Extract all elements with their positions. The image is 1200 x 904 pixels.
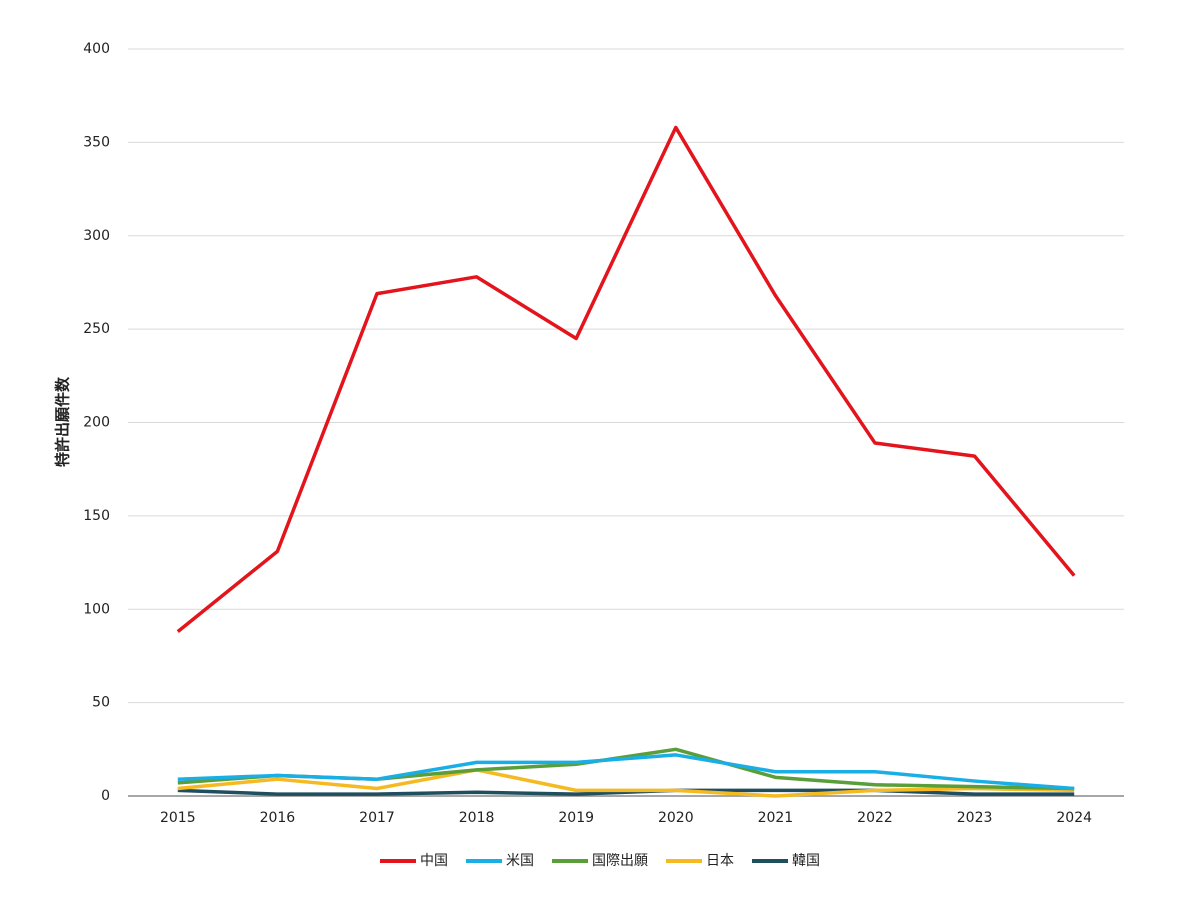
data-line <box>176 125 1076 634</box>
x-tick-label: 2015 <box>160 810 196 826</box>
data-line <box>177 753 1075 791</box>
legend-label: 国際出願 <box>592 853 648 869</box>
legend-label: 中国 <box>420 853 448 869</box>
y-tick-label: 150 <box>83 508 110 524</box>
data-line <box>177 788 1075 796</box>
x-tick-label: 2023 <box>957 810 993 826</box>
y-tick-label: 200 <box>83 415 110 431</box>
x-tick-label: 2016 <box>260 810 296 826</box>
x-tick-label: 2017 <box>359 810 395 826</box>
data-line <box>177 768 1075 798</box>
legend-label: 米国 <box>506 853 534 869</box>
y-tick-label: 400 <box>83 41 110 57</box>
y-tick-label: 50 <box>92 695 110 711</box>
x-tick-label: 2021 <box>758 810 794 826</box>
y-tick-label: 350 <box>83 134 110 150</box>
x-tick-label: 2024 <box>1056 810 1092 826</box>
x-tick-label: 2019 <box>558 810 594 826</box>
y-axis-label: 特許出願件数 <box>54 376 72 467</box>
x-tick-label: 2022 <box>857 810 893 826</box>
x-tick-label: 2018 <box>459 810 495 826</box>
y-tick-label: 100 <box>83 601 110 617</box>
y-tick-label: 250 <box>83 321 110 337</box>
x-tick-label: 2020 <box>658 810 694 826</box>
y-tick-label: 300 <box>83 228 110 244</box>
y-tick-label: 0 <box>101 788 110 804</box>
legend-label: 韓国 <box>792 853 820 869</box>
legend-label: 日本 <box>706 853 734 869</box>
